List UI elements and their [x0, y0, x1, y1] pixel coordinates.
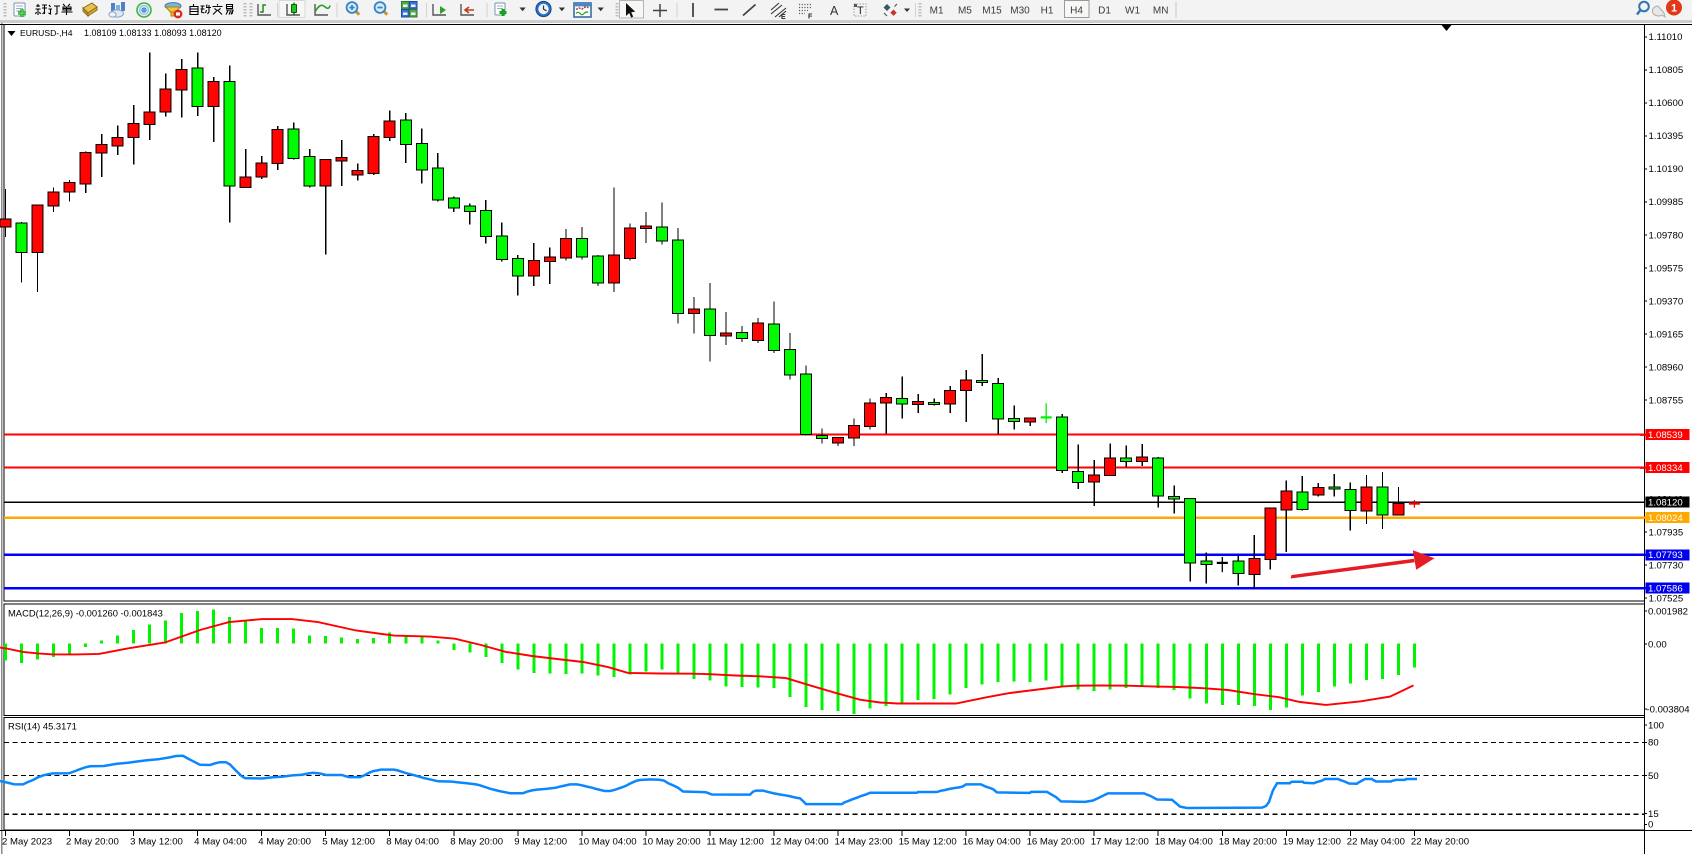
- svg-text:16 May 04:00: 16 May 04:00: [963, 837, 1021, 848]
- svg-text:17 May 12:00: 17 May 12:00: [1091, 837, 1149, 848]
- svg-text:1.10805: 1.10805: [1649, 65, 1684, 76]
- svg-text:4 May 20:00: 4 May 20:00: [258, 837, 311, 848]
- svg-text:22 May 04:00: 22 May 04:00: [1347, 837, 1405, 848]
- svg-text:1.09165: 1.09165: [1649, 329, 1684, 340]
- svg-text:22 May 20:00: 22 May 20:00: [1411, 837, 1469, 848]
- svg-text:1.08960: 1.08960: [1649, 362, 1684, 373]
- svg-text:15 May 12:00: 15 May 12:00: [899, 837, 957, 848]
- svg-text:1.09985: 1.09985: [1649, 197, 1684, 208]
- svg-text:MACD(12,26,9) -0.001260 -0.001: MACD(12,26,9) -0.001260 -0.001843: [8, 608, 163, 619]
- svg-text:9 May 12:00: 9 May 12:00: [514, 837, 567, 848]
- svg-text:M5: M5: [958, 6, 972, 17]
- svg-text:A: A: [830, 4, 839, 18]
- svg-text:M30: M30: [1010, 6, 1030, 17]
- svg-text:-0.003804: -0.003804: [1646, 705, 1690, 716]
- svg-text:1.08755: 1.08755: [1649, 395, 1684, 406]
- svg-text:18 May 20:00: 18 May 20:00: [1219, 837, 1277, 848]
- svg-text:0.001982: 0.001982: [1648, 606, 1688, 617]
- svg-text:H1: H1: [1041, 6, 1054, 17]
- svg-text:8 May 04:00: 8 May 04:00: [386, 837, 439, 848]
- svg-text:0.00: 0.00: [1648, 639, 1667, 650]
- svg-text:14 May 23:00: 14 May 23:00: [835, 837, 893, 848]
- svg-text:1.07793: 1.07793: [1648, 550, 1683, 561]
- svg-text:11 May 12:00: 11 May 12:00: [706, 837, 763, 848]
- svg-text:1.07586: 1.07586: [1648, 584, 1683, 595]
- svg-text:16 May 20:00: 16 May 20:00: [1027, 837, 1085, 848]
- svg-text:1.09780: 1.09780: [1649, 230, 1684, 241]
- svg-text:1.07525: 1.07525: [1649, 593, 1684, 604]
- svg-text:3 May 12:00: 3 May 12:00: [130, 837, 183, 848]
- svg-text:1.09575: 1.09575: [1649, 263, 1684, 274]
- svg-text:EURUSD-,H4: EURUSD-,H4: [20, 28, 73, 38]
- svg-text:E: E: [781, 14, 786, 21]
- svg-text:1.11010: 1.11010: [1649, 32, 1683, 43]
- svg-text:MN: MN: [1153, 6, 1169, 17]
- svg-text:RSI(14) 45.3171: RSI(14) 45.3171: [8, 721, 77, 732]
- svg-text:19 May 12:00: 19 May 12:00: [1283, 837, 1341, 848]
- svg-text:1.08109 1.08133 1.08093 1.0812: 1.08109 1.08133 1.08093 1.08120: [84, 28, 222, 38]
- svg-text:10 May 20:00: 10 May 20:00: [642, 837, 700, 848]
- svg-text:D1: D1: [1098, 6, 1111, 17]
- svg-text:50: 50: [1648, 771, 1659, 782]
- svg-text:W1: W1: [1125, 6, 1140, 17]
- svg-text:1.07935: 1.07935: [1649, 527, 1684, 538]
- svg-text:M15: M15: [982, 6, 1002, 17]
- svg-text:1.08024: 1.08024: [1648, 513, 1683, 524]
- svg-text:2 May 20:00: 2 May 20:00: [66, 837, 119, 848]
- svg-text:8 May 20:00: 8 May 20:00: [450, 837, 503, 848]
- svg-text:1.07730: 1.07730: [1649, 560, 1684, 571]
- svg-text:2 May 2023: 2 May 2023: [2, 837, 52, 848]
- svg-text:1.08539: 1.08539: [1648, 430, 1683, 441]
- svg-text:0: 0: [1648, 820, 1653, 831]
- svg-text:1.09370: 1.09370: [1649, 296, 1684, 307]
- svg-text:15: 15: [1648, 809, 1659, 820]
- svg-text:F: F: [808, 14, 813, 21]
- svg-text:1.10600: 1.10600: [1649, 98, 1684, 109]
- svg-text:1.10190: 1.10190: [1649, 164, 1684, 175]
- svg-text:12 May 04:00: 12 May 04:00: [771, 837, 829, 848]
- svg-text:80: 80: [1648, 738, 1659, 749]
- svg-text:1: 1: [1671, 3, 1677, 15]
- svg-text:5 May 12:00: 5 May 12:00: [322, 837, 375, 848]
- svg-text:T: T: [857, 5, 864, 17]
- svg-text:4 May 04:00: 4 May 04:00: [194, 837, 247, 848]
- svg-text:H4: H4: [1070, 6, 1083, 17]
- svg-text:M1: M1: [930, 6, 944, 17]
- svg-text:1.08334: 1.08334: [1648, 463, 1683, 474]
- svg-text:10 May 04:00: 10 May 04:00: [578, 837, 636, 848]
- svg-text:18 May 04:00: 18 May 04:00: [1155, 837, 1213, 848]
- svg-text:1.08120: 1.08120: [1648, 498, 1683, 509]
- svg-text:100: 100: [1648, 720, 1664, 731]
- svg-text:1.10395: 1.10395: [1649, 131, 1684, 142]
